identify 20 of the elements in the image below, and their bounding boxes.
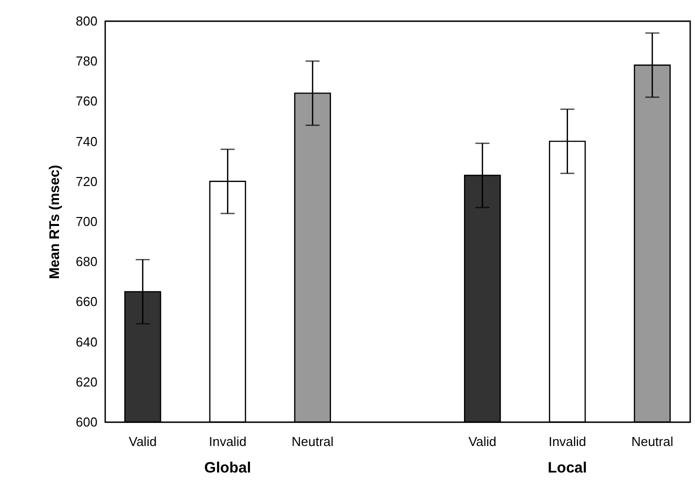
x-tick-label: Local — [548, 460, 587, 476]
series-label: Neutral — [292, 434, 334, 449]
text: Invalid — [208, 434, 246, 449]
text: Valid — [468, 434, 496, 449]
y-axis-title: Mean RTs (msec) — [46, 164, 62, 280]
text: Neutral — [631, 434, 674, 449]
series-label: Invalid — [548, 434, 586, 449]
y-tick-label: 760 — [76, 94, 98, 109]
y-tick-label: 660 — [76, 294, 98, 310]
y-tick-label: 800 — [76, 14, 98, 28]
y-tick-label: 600 — [76, 414, 98, 430]
y-tick-label: 620 — [76, 374, 98, 390]
y-tick-label: 740 — [76, 134, 98, 149]
y-tick-label: 780 — [76, 54, 98, 69]
y-tick-label: 680 — [76, 254, 98, 270]
y-tick-label: 700 — [76, 214, 98, 229]
x-tick-label: Global — [204, 460, 251, 476]
y-tick-label: 640 — [76, 334, 98, 350]
y-tick-label: 720 — [76, 174, 98, 189]
series-label: Valid — [128, 434, 157, 449]
